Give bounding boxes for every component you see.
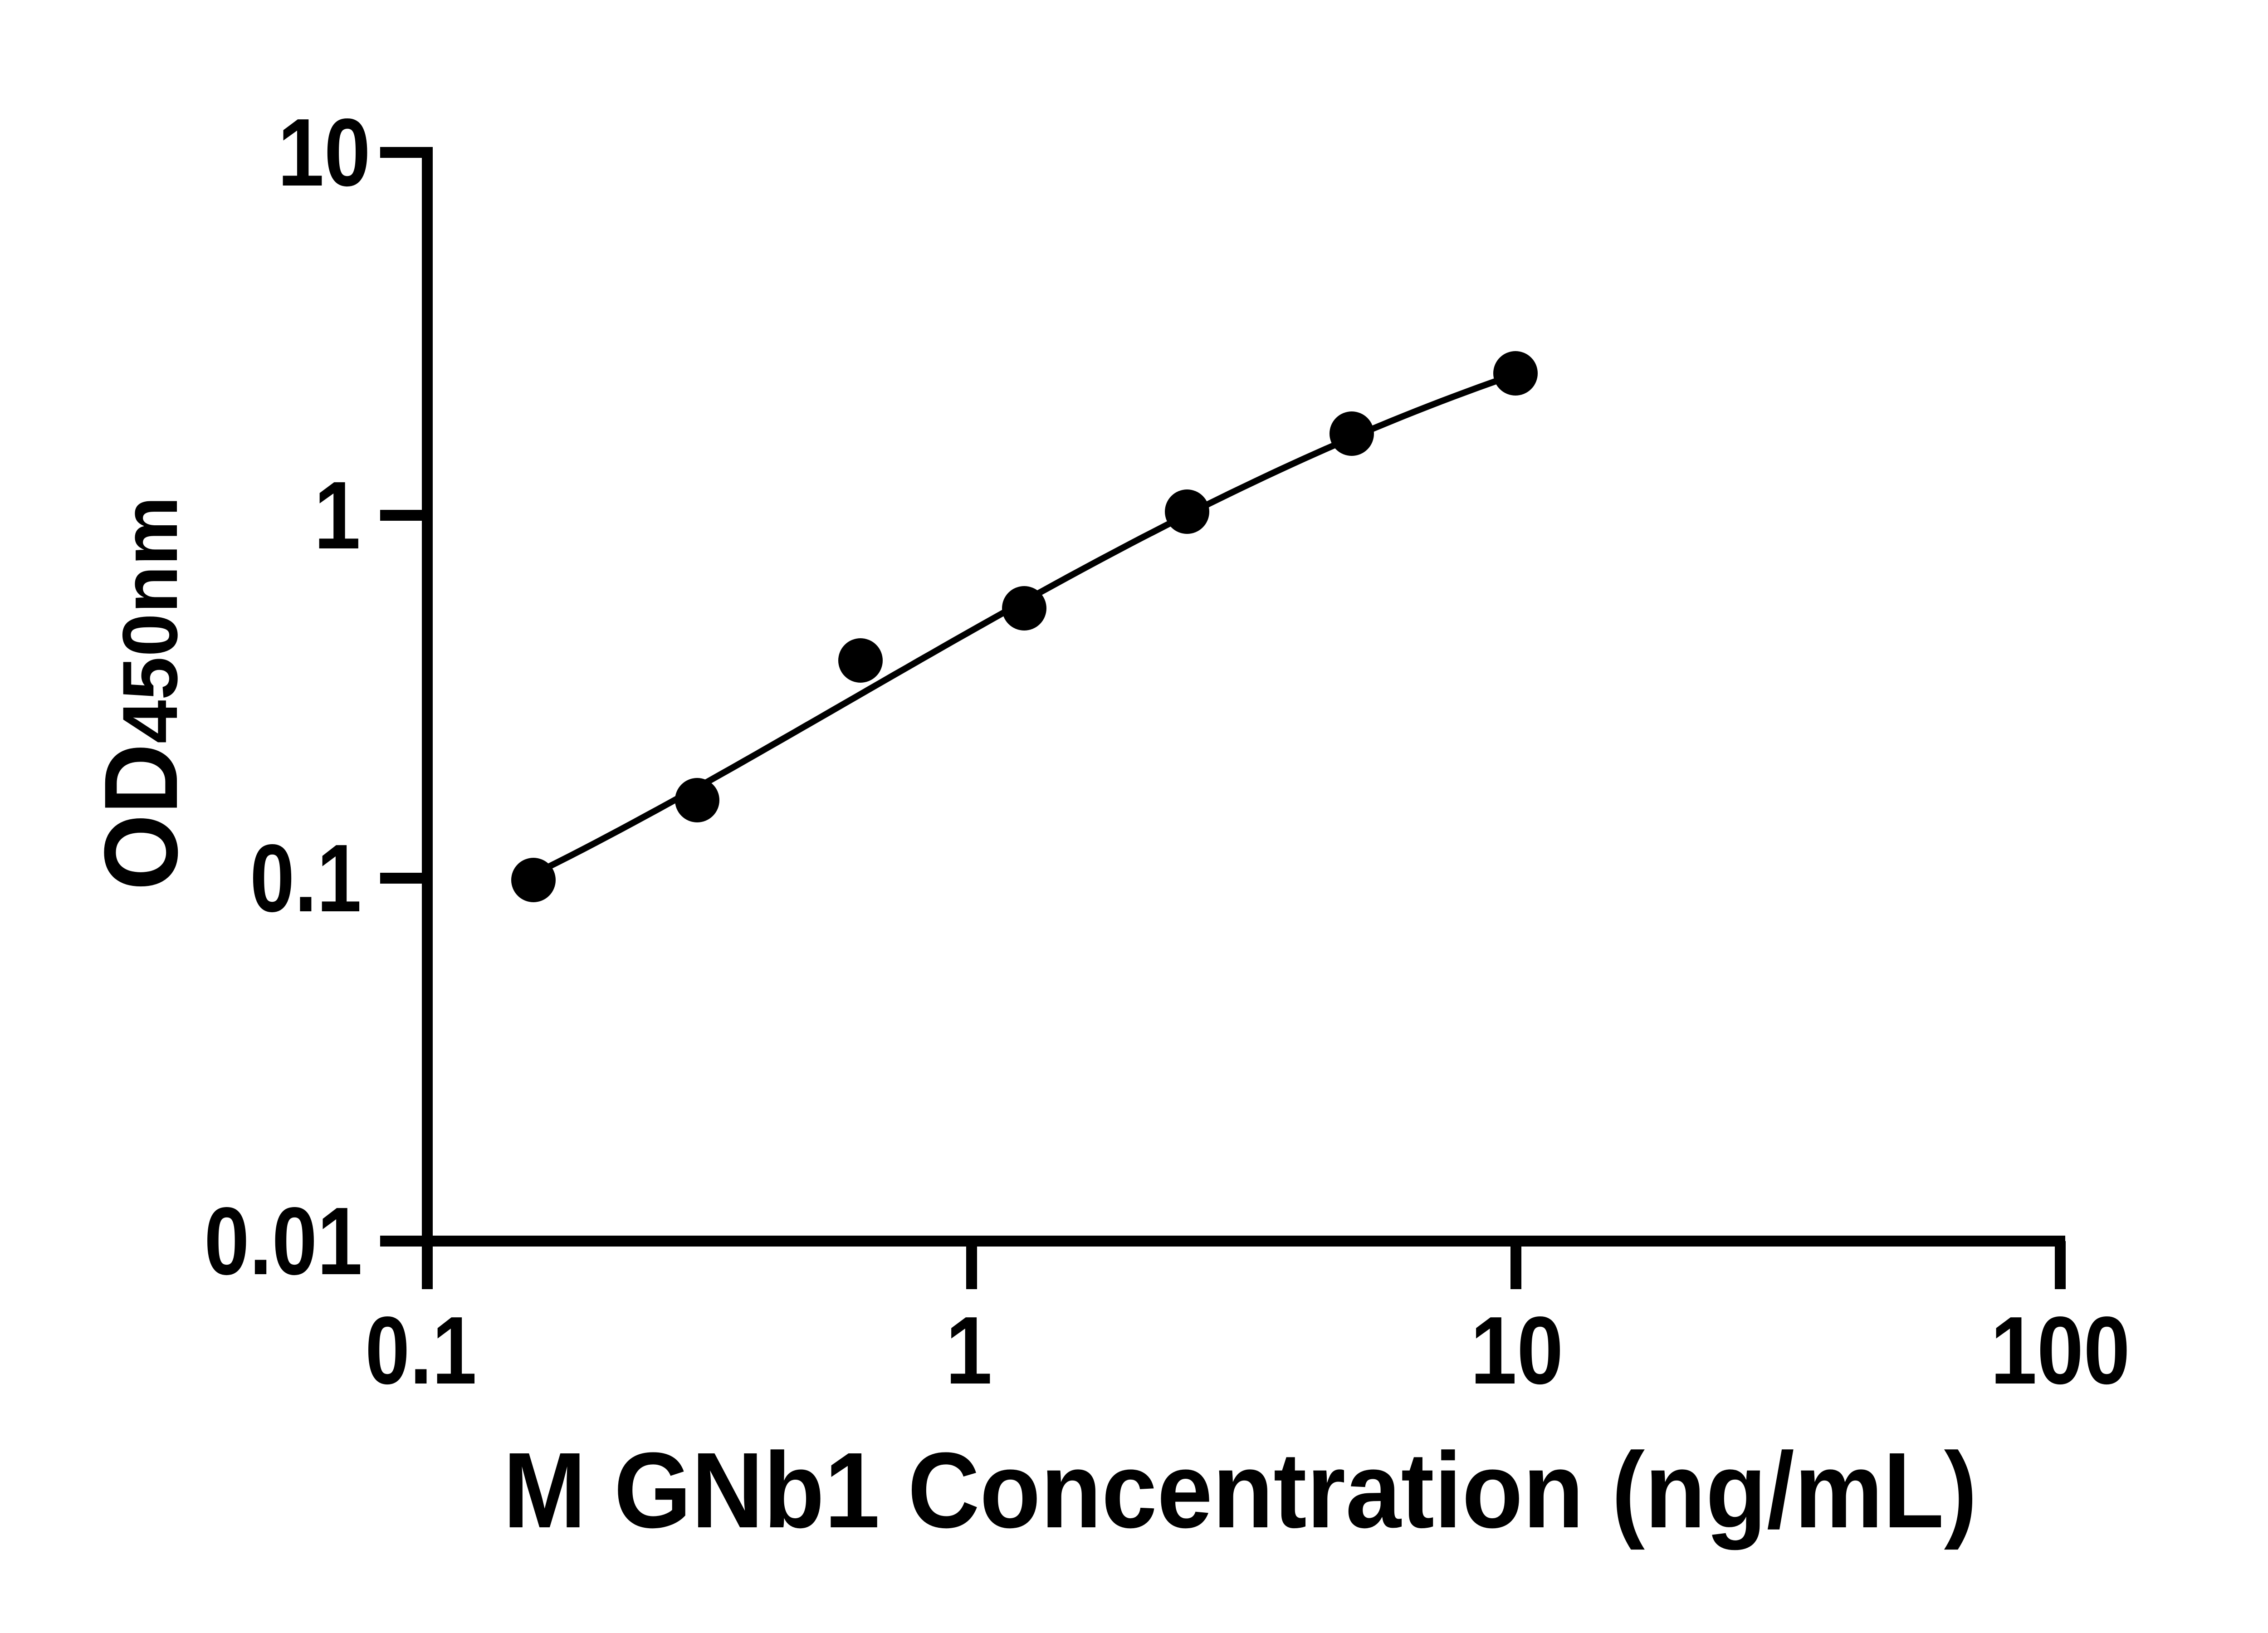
svg-text:1: 1 [314,461,361,569]
svg-text:M GNb1 Concentration (ng/mL): M GNb1 Concentration (ng/mL) [503,1430,1977,1550]
svg-text:450nm: 450nm [107,496,194,743]
svg-text:0.1: 0.1 [365,1296,477,1404]
svg-text:10: 10 [278,98,371,206]
svg-text:10: 10 [1471,1296,1564,1404]
svg-text:0.1: 0.1 [250,824,362,932]
svg-text:100: 100 [1990,1296,2130,1404]
svg-text:1: 1 [946,1296,992,1404]
svg-text:OD: OD [83,743,199,890]
svg-text:0.01: 0.01 [204,1187,362,1295]
